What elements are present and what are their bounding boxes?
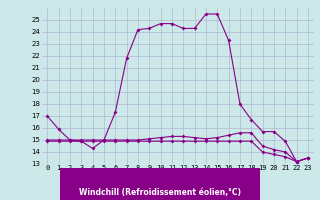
Text: Windchill (Refroidissement éolien,°C): Windchill (Refroidissement éolien,°C) bbox=[79, 188, 241, 196]
